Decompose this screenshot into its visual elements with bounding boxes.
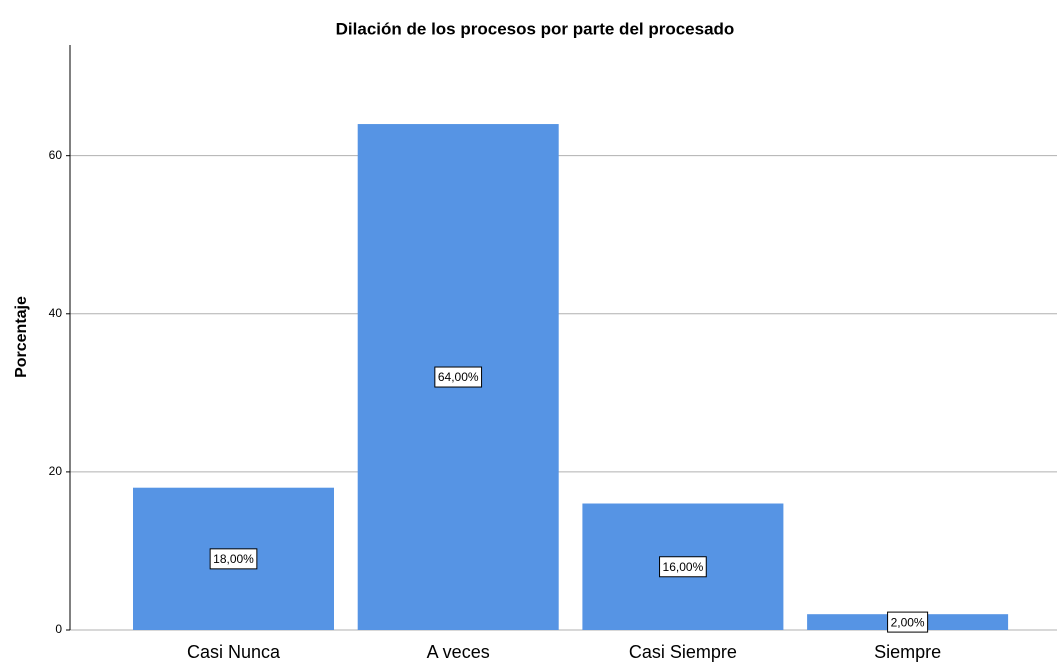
value-label-box (209, 548, 258, 570)
value-label: 2,00% (891, 615, 925, 629)
value-label-box (659, 556, 707, 578)
y-tick-label: 40 (49, 306, 63, 320)
x-tick-label: A veces (427, 642, 490, 662)
chart-title: Dilación de los procesos por parte del p… (336, 19, 735, 38)
x-tick-label: Casi Siempre (629, 642, 737, 662)
y-tick-label: 0 (55, 622, 62, 636)
x-tick-label: Siempre (874, 642, 941, 662)
y-tick-label: 20 (49, 464, 63, 478)
value-label: 18,00% (213, 552, 254, 566)
value-label: 64,00% (438, 370, 479, 384)
x-tick-label: Casi Nunca (187, 642, 281, 662)
value-label-box (434, 366, 483, 388)
value-label: 16,00% (663, 560, 704, 574)
y-axis-title: Porcentaje (13, 296, 30, 378)
y-tick-label: 60 (49, 148, 63, 162)
value-label-box (887, 611, 929, 633)
